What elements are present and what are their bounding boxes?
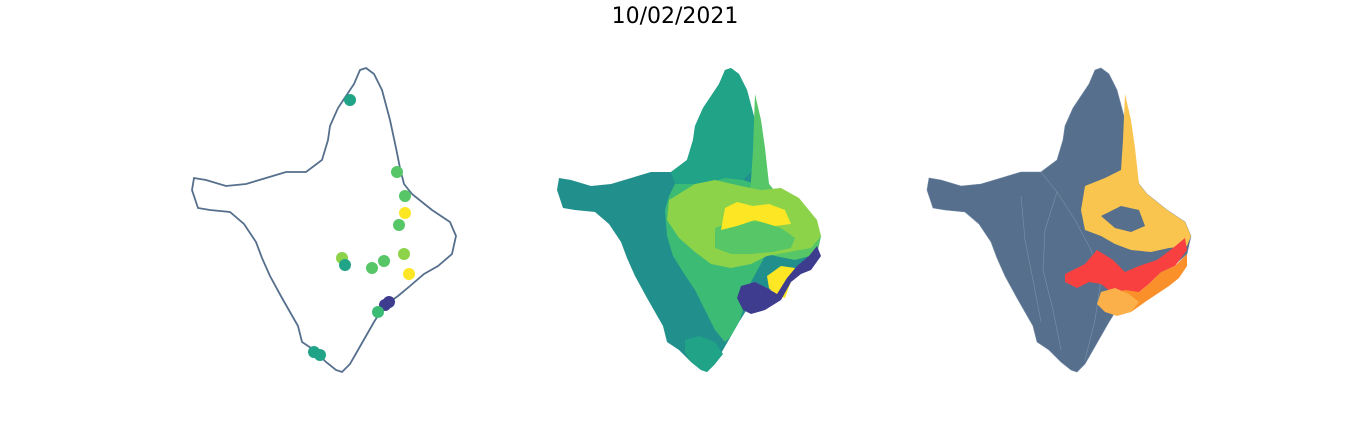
region-south-teal	[685, 336, 723, 372]
station-point	[378, 255, 390, 267]
station-point	[403, 268, 415, 280]
region-yellow-east	[767, 266, 795, 298]
station-point	[393, 219, 405, 231]
station-point	[398, 248, 410, 260]
figure-title: 10/02/2021	[611, 4, 739, 29]
station-point	[344, 94, 356, 106]
viridis-choropleth-map	[557, 68, 821, 372]
region-light-orange	[1097, 288, 1139, 316]
station-point	[391, 166, 403, 178]
station-point	[314, 349, 326, 361]
station-point-map	[191, 66, 457, 374]
station-point	[399, 190, 411, 202]
region-outline	[191, 66, 457, 374]
station-point	[399, 207, 411, 219]
region-red	[1065, 238, 1187, 298]
region-north	[671, 68, 761, 192]
station-point	[372, 306, 384, 318]
region-dark-purple	[737, 246, 821, 314]
station-point	[366, 262, 378, 274]
region-inlet-slate	[1101, 206, 1145, 232]
station-point	[383, 296, 395, 308]
region-inner-green	[715, 220, 795, 254]
category-region-map	[926, 67, 1192, 373]
region-yellow-upper	[721, 202, 791, 230]
station-point	[339, 259, 351, 271]
region-boundaries	[1020, 171, 1102, 361]
